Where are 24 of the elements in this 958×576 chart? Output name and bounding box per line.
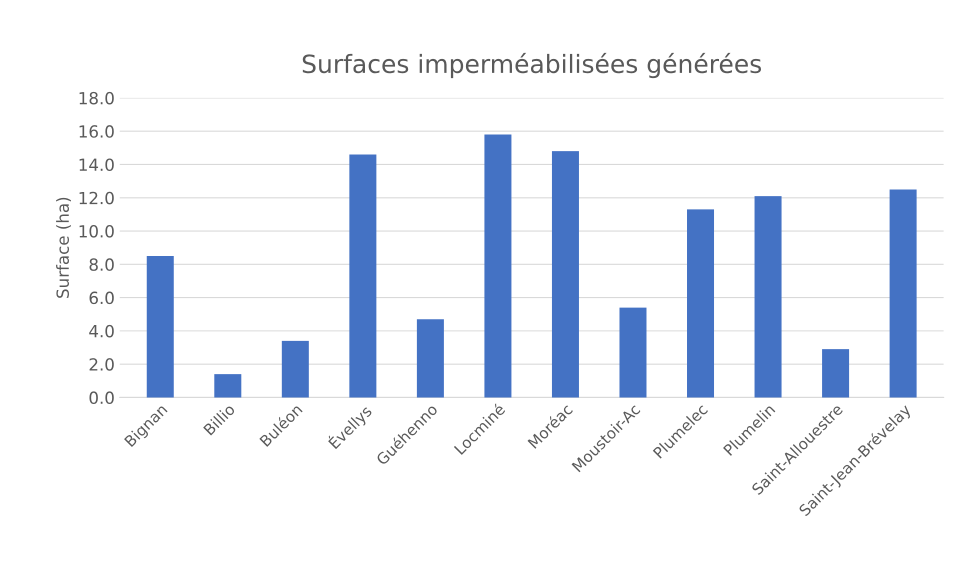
y-tick-label: 2.0	[90, 358, 114, 371]
bar	[349, 154, 376, 398]
y-tick-label: 0.0	[89, 391, 114, 404]
bar	[282, 340, 309, 398]
y-tick-label: 12.0	[80, 192, 114, 204]
y-tick-label: 18.0	[80, 92, 114, 104]
bar	[552, 151, 579, 398]
y-tick-label: 6.0	[90, 292, 114, 304]
bar	[214, 374, 242, 398]
y-tick-label: 8.0	[90, 258, 114, 271]
bar	[619, 308, 646, 398]
y-axis-title: Surface (ha)	[56, 198, 71, 298]
bar	[822, 349, 850, 398]
y-tick-label: 14.0	[80, 158, 114, 172]
y-tick-label: 10.0	[80, 225, 114, 238]
y-tick-label: 4.0	[89, 324, 114, 338]
bar	[890, 189, 917, 398]
bar	[416, 319, 444, 398]
chart-title: Surfaces imperméabilisées générées	[302, 52, 762, 78]
bar	[484, 134, 512, 398]
bar	[687, 209, 714, 398]
y-tick-label: 16.0	[80, 125, 114, 138]
bar	[754, 196, 782, 398]
bar	[146, 256, 174, 398]
